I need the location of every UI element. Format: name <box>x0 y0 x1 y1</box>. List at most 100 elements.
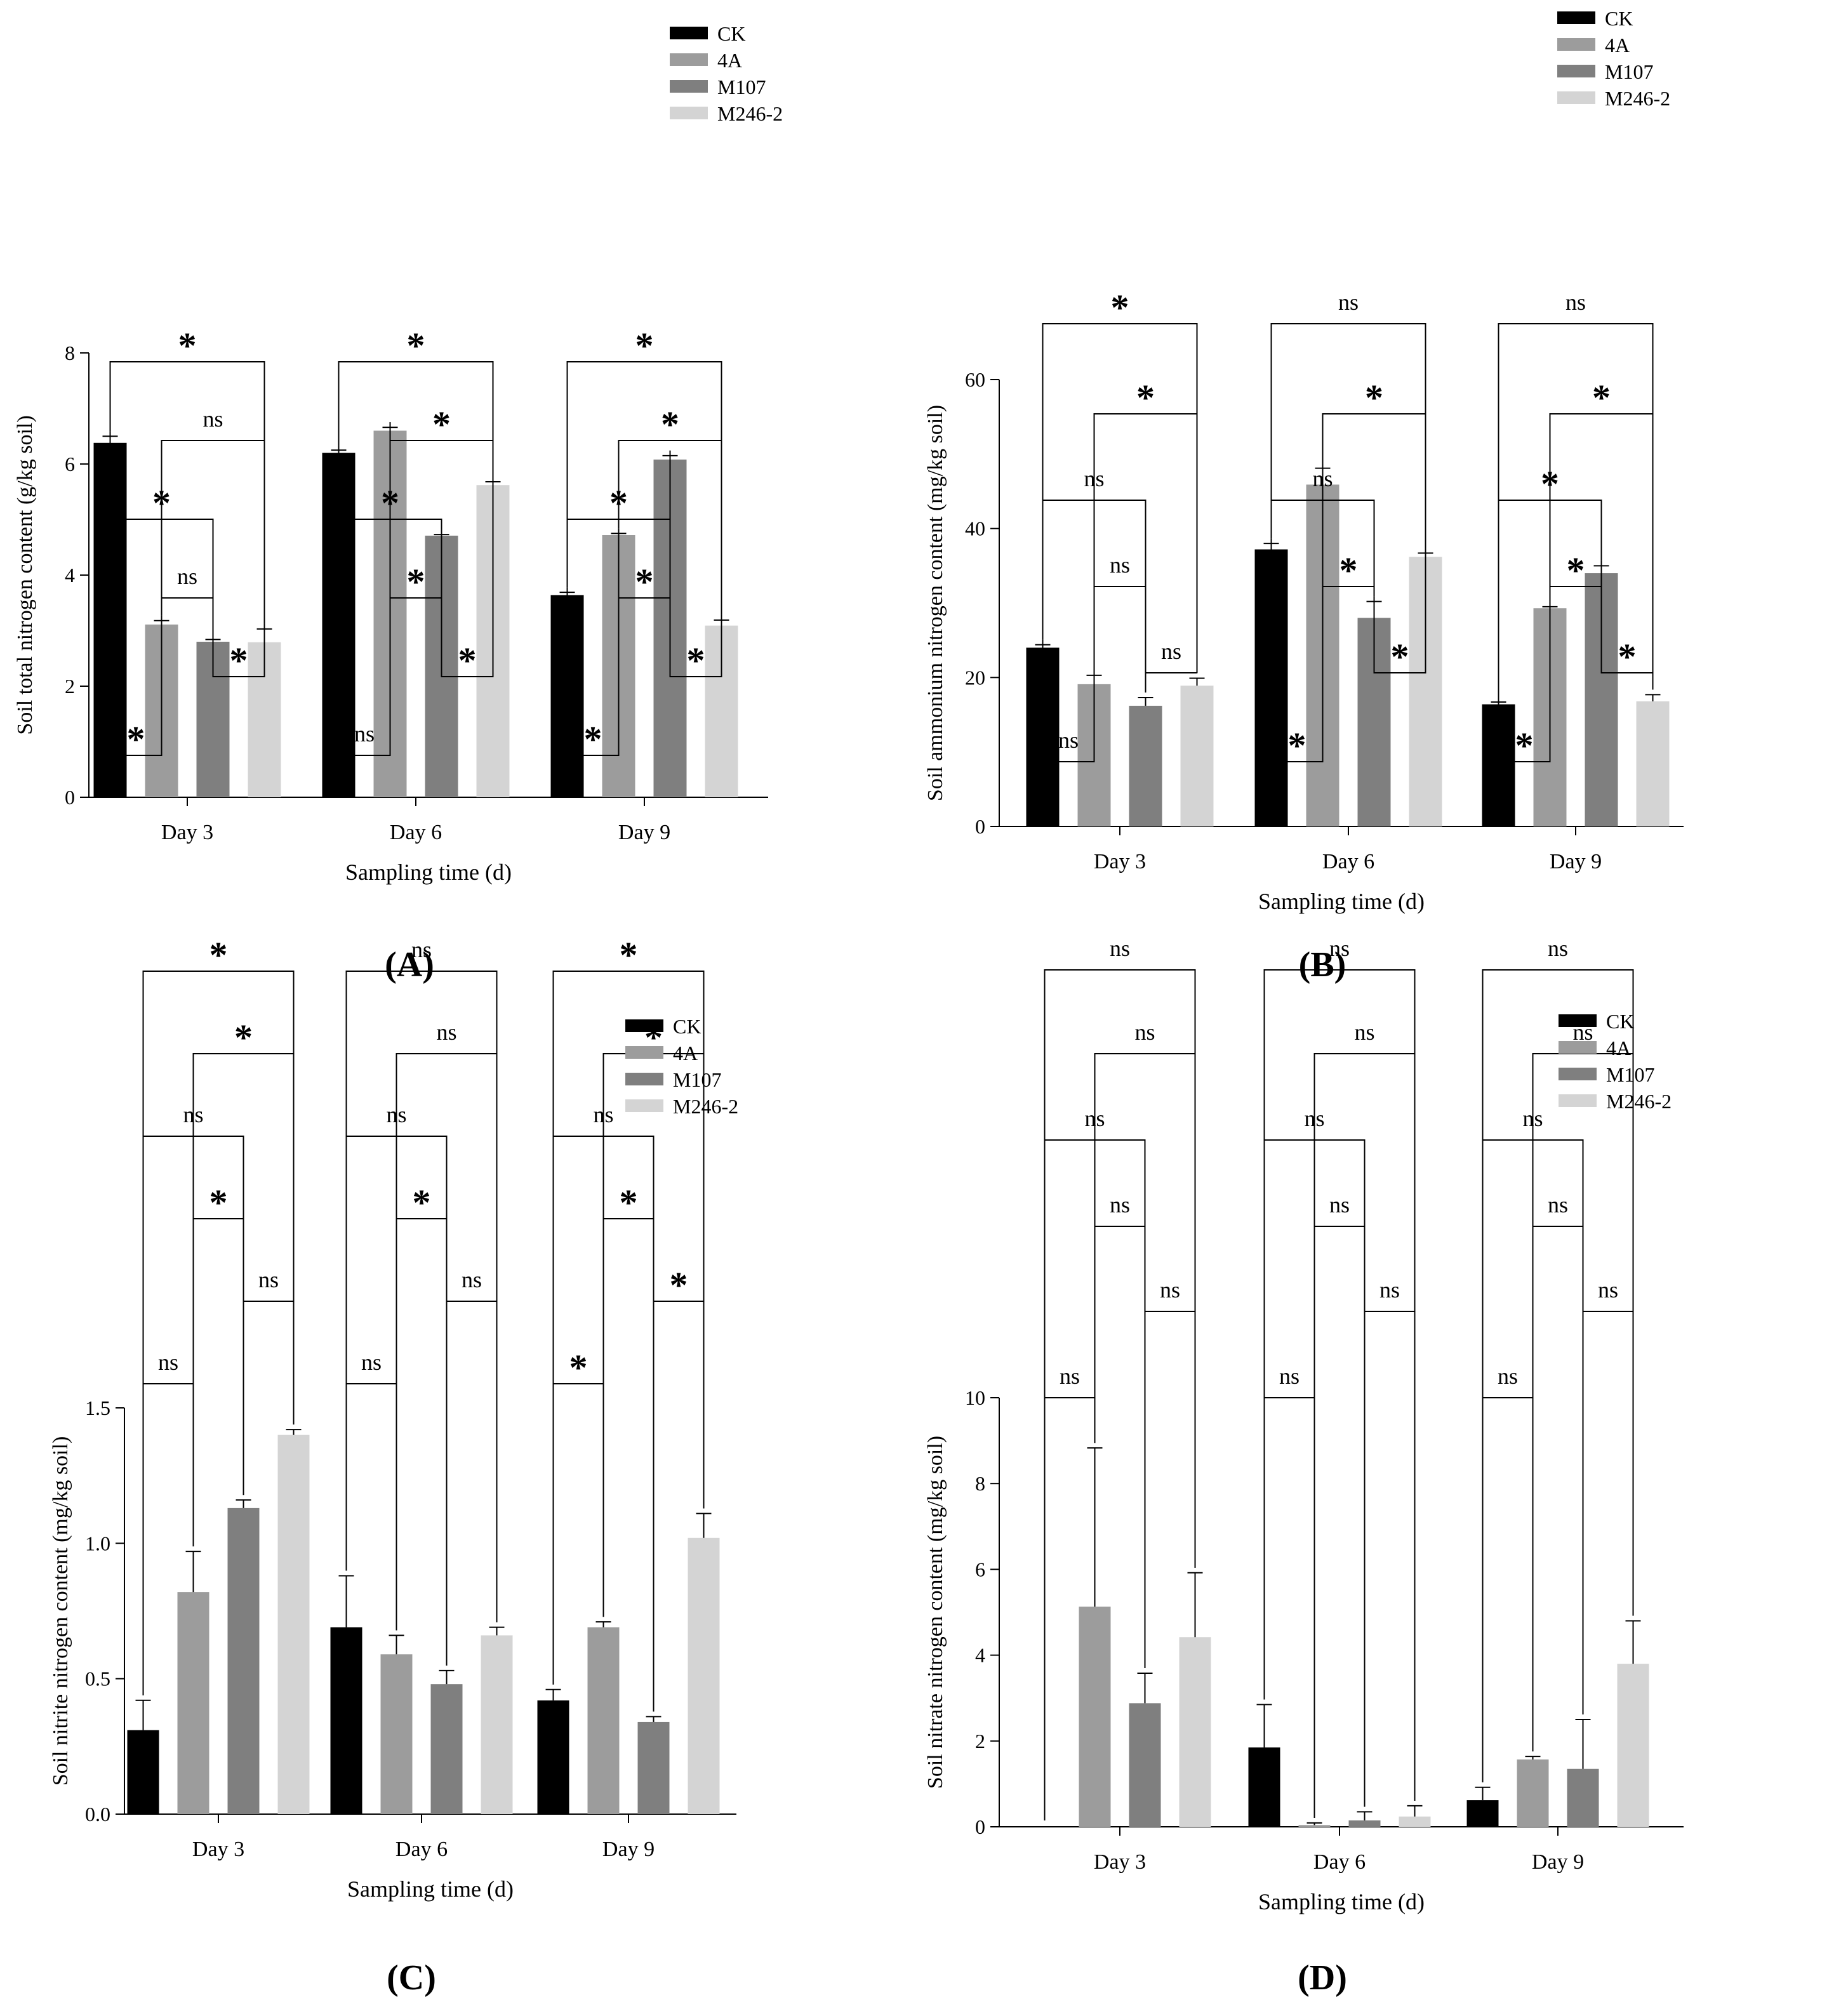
bar <box>430 1684 463 1814</box>
significance-bracket <box>338 445 442 530</box>
y-tick-label: 2 <box>65 675 75 698</box>
legend-label: 4A <box>1605 34 1630 56</box>
legend-label: M246-2 <box>673 1095 738 1118</box>
significance-label: ns <box>1110 936 1130 961</box>
y-tick-label: 1.5 <box>85 1396 110 1419</box>
significance-label: * <box>432 404 451 445</box>
y-axis-label: Soil nitrite nitrogen content (mg/kg soi… <box>49 1436 72 1786</box>
significance-bracket <box>1044 969 1196 1820</box>
bar <box>1298 1825 1331 1827</box>
bar <box>688 1537 720 1814</box>
significance-bracket <box>1498 601 1551 762</box>
significance-bracket <box>1373 548 1426 673</box>
significance-bracket <box>389 422 442 599</box>
x-tick-label: Day 9 <box>602 1838 655 1861</box>
bar <box>1180 686 1214 826</box>
significance-label: * <box>1567 550 1585 591</box>
legend-swatch <box>1559 1068 1597 1080</box>
significance-label: * <box>1618 636 1637 677</box>
significance-label: ns <box>1548 1192 1568 1217</box>
significance-label: * <box>209 1182 228 1223</box>
bar <box>1129 705 1162 826</box>
significance-label: ns <box>462 1267 482 1292</box>
significance-label: ns <box>1312 466 1333 491</box>
legend-label: CK <box>673 1015 701 1038</box>
significance-label: ns <box>1565 289 1586 315</box>
significance-label: * <box>413 1182 431 1223</box>
bar <box>1636 701 1670 826</box>
bar <box>1179 1637 1211 1827</box>
legend-swatch <box>1559 1094 1597 1107</box>
significance-bracket <box>212 623 265 677</box>
significance-bracket <box>109 361 265 624</box>
bar <box>1399 1816 1431 1827</box>
significance-label: * <box>1111 287 1129 328</box>
significance-label: * <box>458 640 477 681</box>
y-tick-label: 20 <box>965 666 985 689</box>
legend-swatch <box>670 80 708 93</box>
significance-label: ns <box>1161 639 1181 664</box>
significance-label: * <box>407 561 425 602</box>
significance-bracket <box>109 431 163 756</box>
legend-swatch <box>625 1099 663 1112</box>
legend-label: M246-2 <box>1605 87 1670 110</box>
significance-label: * <box>1592 377 1611 418</box>
significance-bracket <box>566 361 722 615</box>
panel-letter: (B) <box>1299 945 1346 984</box>
bar <box>637 1721 670 1814</box>
significance-label: * <box>670 1264 688 1306</box>
significance-label: ns <box>1379 1277 1400 1303</box>
significance-label: ns <box>1598 1277 1618 1303</box>
significance-label: ns <box>354 721 375 746</box>
legend-label: M107 <box>717 76 766 98</box>
x-tick-label: Day 6 <box>390 821 442 844</box>
y-tick-label: 8 <box>65 341 75 364</box>
significance-label: ns <box>258 1267 279 1292</box>
x-tick-label: Day 3 <box>1094 850 1146 873</box>
panel-letter: (A) <box>385 945 434 984</box>
bar <box>481 1635 513 1814</box>
y-tick-label: 4 <box>975 1644 985 1667</box>
significance-label: ns <box>1110 552 1130 578</box>
y-axis-label: Soil nitrate nitrogen content (mg/kg soi… <box>924 1436 947 1789</box>
significance-label: ns <box>1058 727 1079 753</box>
significance-label: ns <box>1329 1192 1350 1217</box>
bar <box>1617 1664 1649 1827</box>
significance-label: ns <box>1110 1192 1130 1217</box>
bar <box>127 1730 159 1814</box>
y-tick-label: 8 <box>975 1472 985 1495</box>
significance-label: * <box>569 1347 588 1388</box>
significance-label: ns <box>1329 936 1350 961</box>
legend-label: M107 <box>1605 60 1653 83</box>
chart-panel-C: 0.0 0.5 1.0 1.5 Day 3 Day 6 Day 9 Sampling time… <box>49 934 738 1998</box>
significance-label: * <box>584 719 602 760</box>
significance-label: ns <box>158 1349 178 1375</box>
significance-label: * <box>234 1017 253 1058</box>
legend-label: 4A <box>717 49 742 72</box>
significance-label: * <box>661 404 679 445</box>
significance-label: ns <box>1279 1363 1300 1389</box>
significance-label: ns <box>1498 1363 1518 1389</box>
x-tick-label: Day 3 <box>192 1838 244 1861</box>
y-tick-label: 4 <box>65 564 75 587</box>
x-axis-label: Sampling time (d) <box>1258 889 1425 914</box>
x-tick-label: Day 3 <box>1094 1850 1146 1874</box>
y-tick-label: 0.0 <box>85 1803 110 1826</box>
legend-swatch <box>670 53 708 66</box>
significance-bracket <box>338 361 494 477</box>
significance-label: ns <box>177 564 197 589</box>
significance-label: * <box>635 561 654 602</box>
legend-label: CK <box>717 22 745 45</box>
x-axis-label: Sampling time (d) <box>345 859 512 885</box>
significance-bracket <box>1042 323 1198 673</box>
y-tick-label: 6 <box>65 453 75 475</box>
legend-label: 4A <box>673 1042 698 1064</box>
y-tick-label: 1.0 <box>85 1532 110 1555</box>
legend-label: M107 <box>673 1068 721 1091</box>
significance-label: * <box>407 325 425 366</box>
significance-label: * <box>1136 377 1155 418</box>
x-tick-label: Day 9 <box>618 821 670 844</box>
bar <box>177 1592 209 1814</box>
legend-swatch <box>670 27 708 39</box>
significance-label: ns <box>203 406 223 432</box>
